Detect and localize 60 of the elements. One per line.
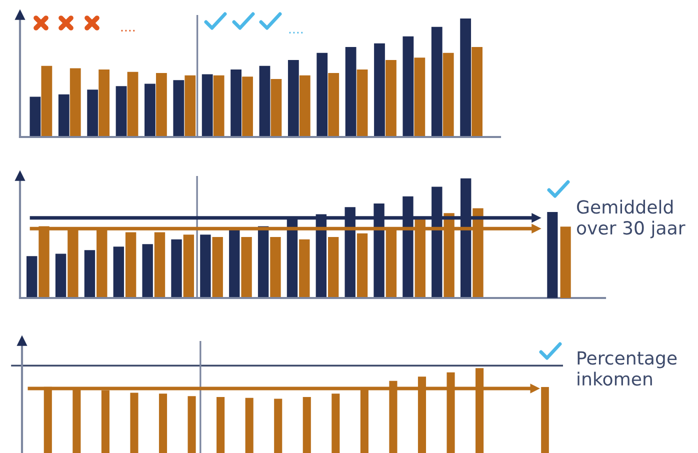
bar — [230, 69, 242, 137]
bar — [212, 237, 223, 298]
text: Percentage inkomen — [578, 351, 677, 386]
bar — [156, 73, 167, 137]
text: Gemiddeld over 30 jaar — [576, 200, 686, 238]
bar — [144, 84, 156, 137]
bar — [414, 58, 426, 137]
bar — [374, 43, 385, 137]
bar — [386, 60, 396, 137]
bar — [328, 237, 339, 298]
bar — [55, 254, 66, 298]
bar — [216, 397, 225, 453]
bar — [299, 75, 310, 137]
bar — [345, 46, 356, 137]
bar — [26, 256, 38, 298]
bar — [299, 239, 310, 298]
bar — [84, 250, 96, 298]
bar — [130, 392, 138, 453]
bar — [431, 26, 442, 137]
bar — [184, 75, 196, 137]
bar — [241, 237, 252, 298]
bar — [259, 66, 270, 137]
bar — [87, 90, 98, 137]
bar — [98, 69, 110, 137]
bar — [270, 237, 281, 298]
bar — [332, 394, 340, 453]
bar — [113, 246, 124, 298]
bar — [202, 74, 213, 137]
bar — [442, 52, 454, 137]
bar — [41, 66, 52, 137]
bar — [30, 96, 41, 137]
annotation: .... — [121, 30, 135, 32]
annotation: .... — [289, 32, 303, 34]
bar — [328, 73, 340, 137]
bar — [127, 72, 138, 137]
bar — [356, 233, 368, 298]
bar — [402, 36, 414, 137]
bar — [188, 396, 196, 453]
bar — [460, 18, 472, 137]
bar — [58, 94, 70, 137]
bar — [288, 60, 299, 137]
bar — [302, 397, 311, 453]
bar — [229, 230, 240, 298]
bar — [171, 239, 182, 298]
bar — [242, 76, 253, 137]
bar — [274, 398, 282, 453]
bar — [158, 394, 168, 453]
bar — [116, 86, 127, 137]
bar — [70, 68, 81, 137]
bar — [472, 46, 482, 137]
bar — [173, 80, 184, 137]
bar — [270, 78, 282, 137]
bar — [200, 234, 211, 298]
bar — [183, 234, 194, 298]
bar — [245, 398, 254, 453]
bar — [213, 75, 224, 137]
bar — [316, 52, 328, 137]
bar — [258, 226, 269, 298]
bar — [142, 244, 153, 298]
bar — [356, 69, 368, 137]
